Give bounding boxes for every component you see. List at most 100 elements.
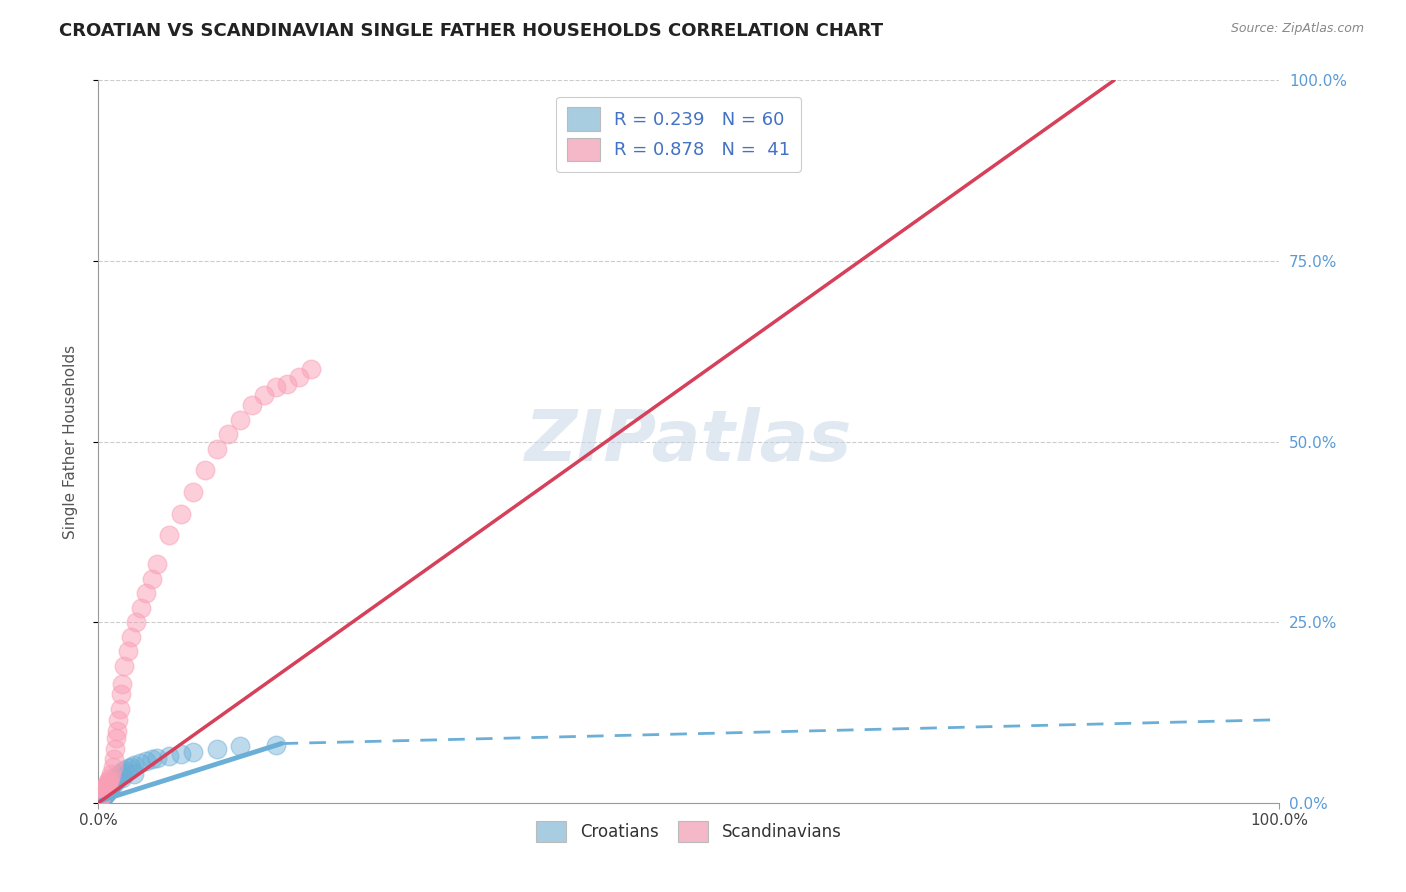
Point [89, 790, 111, 805]
Point [125, 615, 148, 630]
Point [93, 788, 115, 802]
Point [110, 687, 132, 701]
Point [96, 785, 118, 799]
Point [98, 780, 121, 794]
Point [112, 658, 135, 673]
Point [94, 786, 117, 800]
Point [205, 741, 228, 756]
Point [96, 781, 118, 796]
Point [135, 754, 157, 768]
Point [240, 398, 263, 412]
Point [98, 782, 121, 797]
Point [93, 785, 115, 799]
Point [91, 782, 114, 797]
Point [97, 774, 120, 789]
Point [105, 723, 128, 738]
Point [93, 781, 115, 796]
Point [122, 767, 145, 781]
Point [90, 787, 112, 801]
Point [91, 789, 114, 803]
Point [94, 782, 117, 797]
Point [98, 771, 121, 785]
Y-axis label: Single Father Households: Single Father Households [63, 344, 77, 539]
Point [89, 794, 111, 808]
Point [157, 528, 180, 542]
Point [229, 739, 252, 754]
Point [117, 644, 139, 658]
Point [108, 702, 131, 716]
Point [91, 790, 114, 805]
Point [157, 748, 180, 763]
Point [146, 558, 169, 572]
Point [105, 768, 128, 782]
Point [94, 778, 117, 792]
Point [90, 791, 112, 805]
Text: Source: ZipAtlas.com: Source: ZipAtlas.com [1230, 22, 1364, 36]
Point [103, 774, 125, 789]
Point [91, 789, 114, 804]
Point [101, 778, 124, 792]
Point [93, 789, 115, 803]
Point [194, 463, 217, 477]
Point [205, 442, 228, 456]
Point [121, 760, 143, 774]
Point [108, 767, 131, 781]
Point [105, 731, 128, 745]
Point [141, 572, 163, 586]
Point [98, 774, 121, 789]
Point [100, 778, 122, 792]
Point [181, 745, 204, 759]
Point [97, 782, 120, 797]
Point [96, 785, 118, 799]
Point [90, 789, 112, 803]
Point [101, 760, 124, 774]
Point [96, 778, 118, 792]
Point [105, 771, 128, 785]
Point [98, 781, 121, 796]
Point [217, 427, 239, 442]
Point [276, 376, 298, 391]
Point [104, 772, 127, 787]
Point [103, 752, 125, 766]
Point [101, 775, 124, 789]
Point [91, 790, 114, 805]
Legend: Croatians, Scandinavians: Croatians, Scandinavians [530, 814, 848, 848]
Point [129, 600, 152, 615]
Point [141, 752, 163, 766]
Point [91, 785, 114, 799]
Point [93, 781, 115, 796]
Point [104, 741, 127, 756]
Point [181, 485, 204, 500]
Point [299, 362, 322, 376]
Point [288, 369, 311, 384]
Point [91, 785, 114, 799]
Point [111, 765, 134, 780]
Point [90, 789, 112, 803]
Point [91, 787, 114, 801]
Point [170, 507, 193, 521]
Point [105, 774, 128, 789]
Point [112, 764, 135, 778]
Point [135, 586, 157, 600]
Point [89, 792, 111, 806]
Point [146, 751, 169, 765]
Point [264, 380, 287, 394]
Text: ZIPatlas: ZIPatlas [526, 407, 852, 476]
Point [100, 767, 122, 781]
Point [111, 771, 134, 785]
Point [170, 747, 193, 761]
Point [94, 787, 117, 801]
Point [253, 387, 276, 401]
Point [98, 778, 121, 792]
Point [121, 630, 143, 644]
Point [229, 413, 252, 427]
Point [97, 780, 120, 794]
Point [98, 775, 121, 789]
Point [98, 780, 121, 795]
Point [107, 713, 129, 727]
Point [264, 738, 287, 752]
Point [128, 756, 150, 770]
Point [97, 783, 120, 797]
Point [91, 790, 114, 805]
Point [111, 676, 134, 690]
